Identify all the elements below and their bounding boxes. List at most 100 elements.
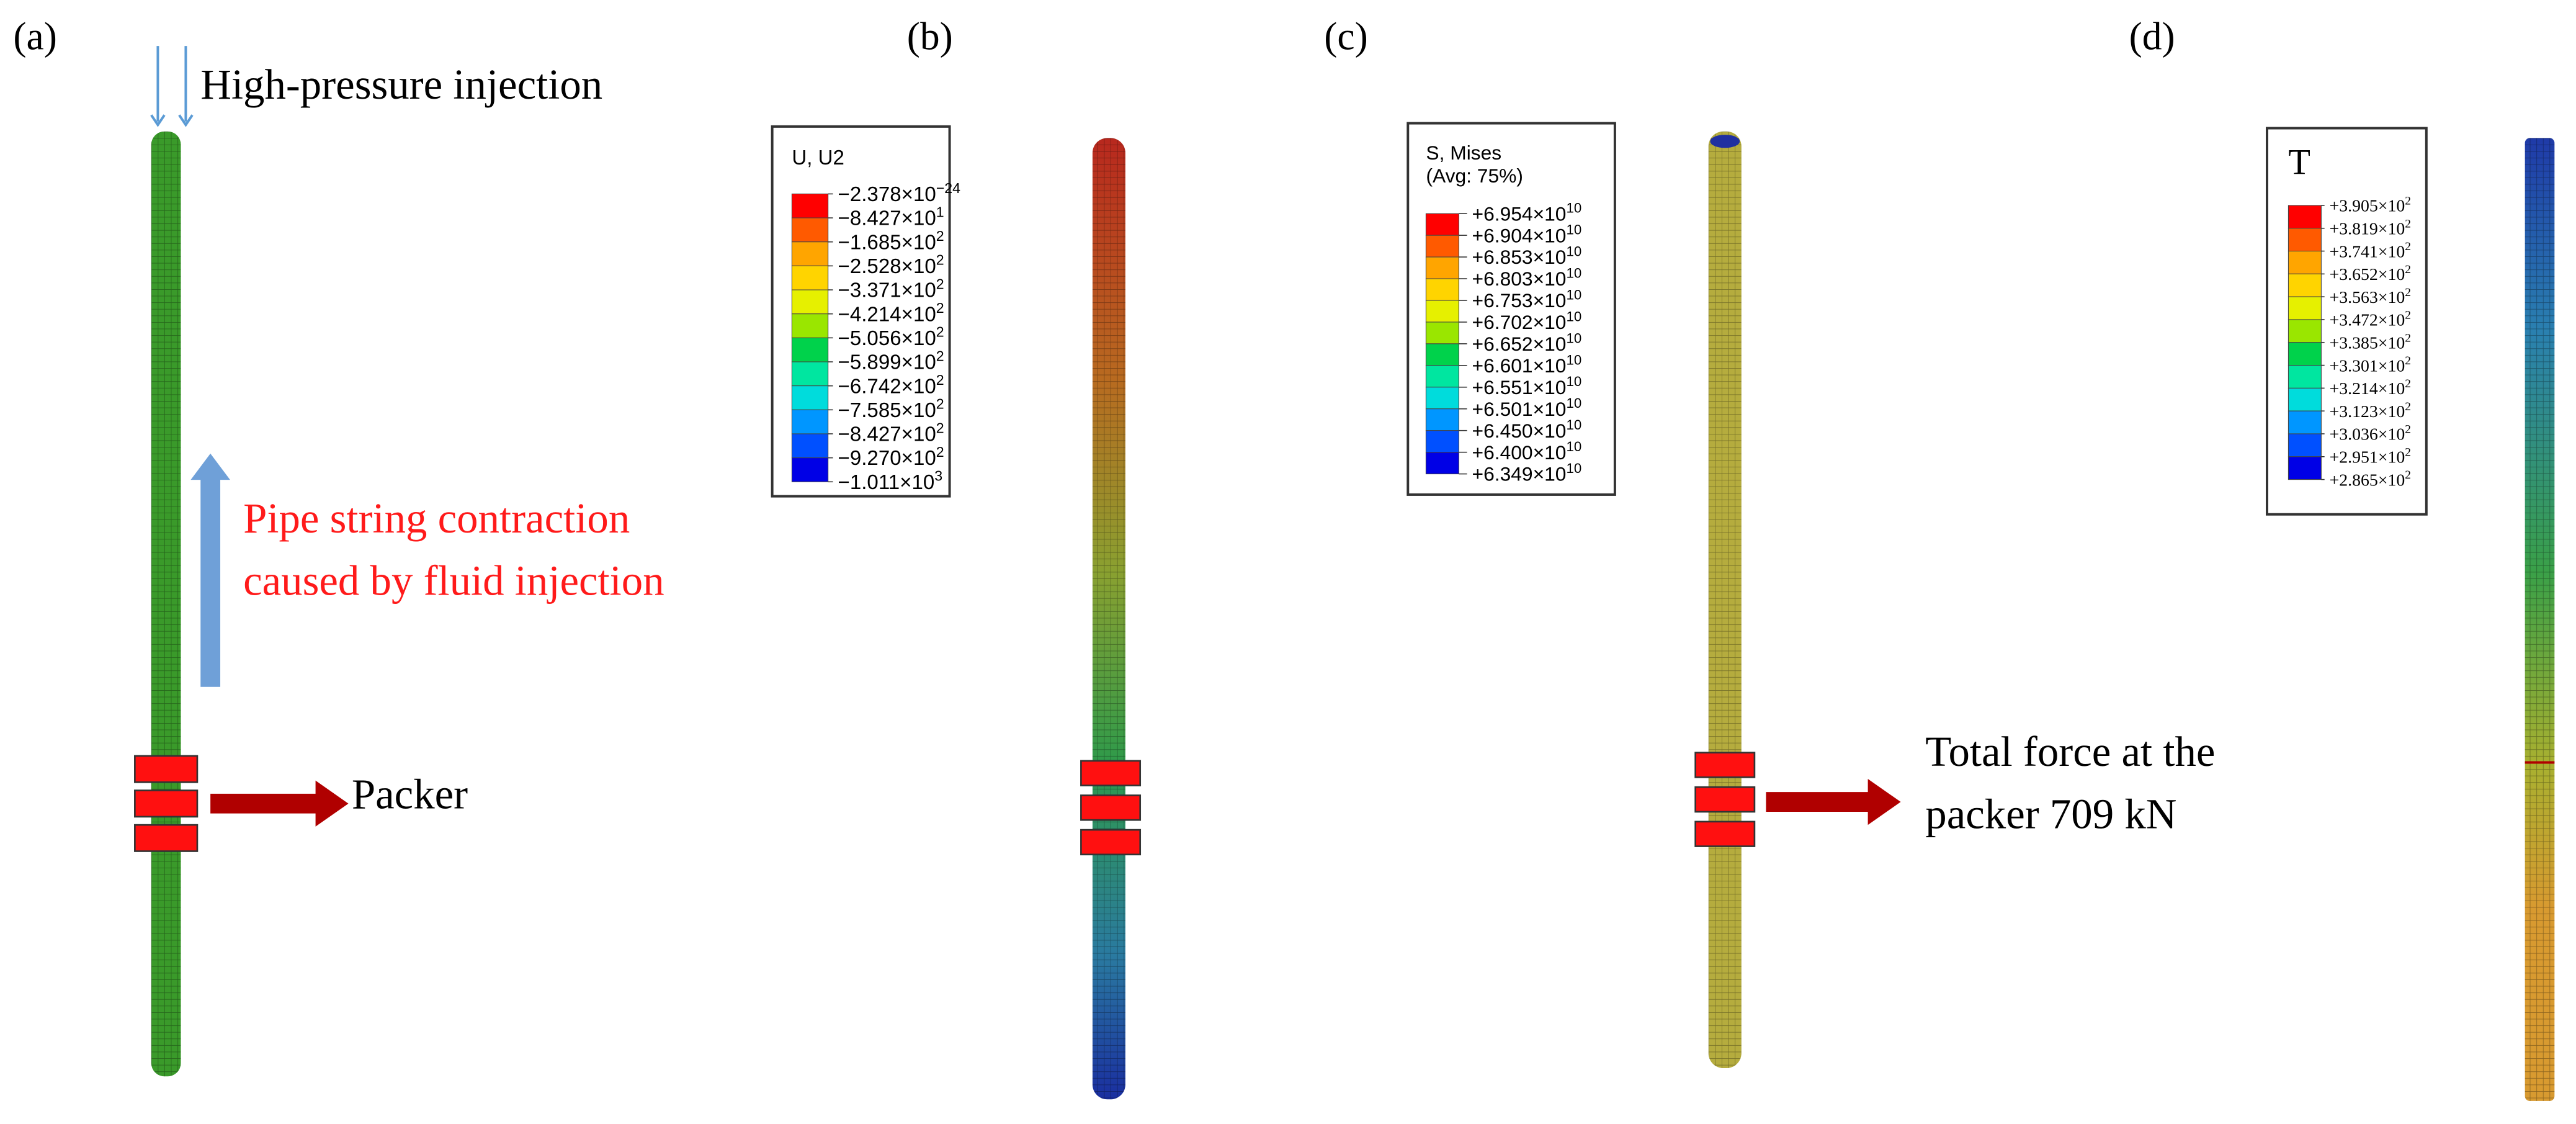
- legend-label-exponent: 2: [936, 324, 944, 340]
- legend-swatch: [2288, 433, 2322, 457]
- legend-label-exponent: −24: [936, 180, 960, 196]
- panel-b: [1080, 138, 1142, 1100]
- panel-label: (d): [2129, 14, 2175, 58]
- legend-label-exponent: 2: [2405, 286, 2411, 299]
- legend-swatch: [2288, 387, 2322, 411]
- legend-swatch: [791, 265, 829, 290]
- legend-swatch: [791, 361, 829, 387]
- panel-a: High-pressure injection Pipe string cont…: [134, 46, 664, 1077]
- legend-label-base: −2.528×10: [838, 255, 936, 278]
- legend-label-exponent: 2: [2405, 354, 2411, 367]
- pipe-mesh: [1092, 138, 1125, 1100]
- packer-ring: [1694, 752, 1756, 778]
- legend: T+3.905×102+3.819×102+3.741×102+3.652×10…: [2266, 127, 2428, 516]
- legend-label-base: +3.214×10: [2330, 379, 2405, 398]
- legend-swatch: [791, 457, 829, 482]
- legend-label: +6.954×1010: [1472, 200, 1582, 225]
- legend-label: +6.702×1010: [1472, 308, 1582, 333]
- legend-label: +3.819×102: [2330, 217, 2411, 238]
- packer-ring: [1080, 794, 1142, 821]
- legend-label-exponent: 2: [936, 420, 944, 436]
- legend-label-exponent: 2: [2405, 195, 2411, 208]
- legend-swatch: [1425, 430, 1459, 453]
- legend-label-base: +3.123×10: [2330, 402, 2405, 421]
- legend-label: +6.652×1010: [1472, 330, 1582, 355]
- legend-label-exponent: 2: [936, 372, 944, 388]
- legend-label-base: +6.652×10: [1472, 333, 1567, 355]
- legend-label-base: −1.685×10: [838, 231, 936, 254]
- legend-label: −1.685×102: [838, 228, 944, 254]
- legend-label-exponent: 2: [936, 228, 944, 244]
- packer-ring: [134, 755, 199, 783]
- legend-title: U, U2: [792, 146, 844, 169]
- packer-arrow: [210, 780, 349, 827]
- legend-swatch: [791, 385, 829, 410]
- packer-ring: [1080, 760, 1142, 786]
- legend-label: −3.371×102: [838, 276, 944, 302]
- legend-swatch: [1425, 278, 1459, 301]
- legend-label-exponent: 2: [2405, 423, 2411, 436]
- legend-label-exponent: 10: [1566, 439, 1581, 454]
- packer-ring: [1080, 829, 1142, 856]
- legend-label-exponent: 1: [936, 204, 944, 220]
- legend-label: +3.472×102: [2330, 309, 2411, 330]
- annotation: caused by fluid injection: [243, 557, 664, 604]
- legend-label-base: +3.652×10: [2330, 265, 2405, 284]
- packer-ring: [1694, 821, 1756, 847]
- legend-label-base: −8.427×10: [838, 423, 936, 446]
- legend-swatch: [2288, 273, 2322, 297]
- legend-label: +6.551×1010: [1472, 374, 1582, 398]
- legend-label: +3.214×102: [2330, 377, 2411, 398]
- legend-label-base: +6.753×10: [1472, 289, 1567, 312]
- packer-ring: [134, 789, 199, 818]
- legend: U, U2−2.378×10−24−8.427×101−1.685×102−2.…: [771, 125, 961, 498]
- legend-label: +6.853×1010: [1472, 244, 1582, 269]
- legend-label-base: −6.742×10: [838, 375, 936, 398]
- legend-label: −1.011×103: [838, 468, 943, 494]
- legend-label-base: +3.385×10: [2330, 334, 2405, 353]
- legend-swatch: [1425, 387, 1459, 410]
- legend-label: −2.378×10−24: [838, 180, 961, 206]
- pipe-mesh: [151, 131, 181, 1077]
- legend-label-exponent: 2: [2405, 240, 2411, 253]
- legend-label-exponent: 10: [1566, 374, 1581, 389]
- legend-label: +3.741×102: [2330, 240, 2411, 261]
- legend-swatch: [2288, 251, 2322, 274]
- legend-label: +6.450×1010: [1472, 417, 1582, 442]
- annotation: packer 709 kN: [1925, 790, 2176, 837]
- legend-swatch: [1425, 408, 1459, 431]
- legend-label-base: +6.349×10: [1472, 463, 1567, 485]
- legend-label: +6.501×1010: [1472, 395, 1582, 420]
- legend-label: +3.905×102: [2330, 195, 2411, 216]
- packer: [134, 755, 199, 852]
- legend-label-exponent: 10: [1566, 330, 1581, 346]
- legend-label: +6.400×1010: [1472, 439, 1582, 464]
- legend-swatch: [791, 217, 829, 243]
- legend-label-exponent: 3: [934, 468, 942, 484]
- legend-label-base: +3.741×10: [2330, 242, 2405, 261]
- legend-label: +3.123×102: [2330, 400, 2411, 421]
- legend-label-base: +6.954×10: [1472, 202, 1567, 225]
- legend: S, Mises(Avg: 75%)+6.954×1010+6.904×1010…: [1407, 122, 1616, 496]
- legend-label-exponent: 2: [936, 444, 944, 460]
- panel-d: [2525, 138, 2555, 1101]
- legend-label-base: +6.501×10: [1472, 398, 1567, 420]
- legend-label: +6.803×1010: [1472, 265, 1582, 290]
- legend-label-base: +6.551×10: [1472, 376, 1567, 398]
- legend-label: −4.214×102: [838, 300, 944, 326]
- legend-label-base: −5.899×10: [838, 351, 936, 374]
- legend-label-exponent: 2: [2405, 217, 2411, 230]
- panel-c: Total force at the packer 709 kN: [1694, 131, 2215, 1068]
- pipe-end: [1710, 135, 1740, 148]
- legend-swatch: [2288, 296, 2322, 320]
- legend-label-exponent: 2: [2405, 331, 2411, 344]
- contraction-arrow: [190, 453, 230, 687]
- legend-label-exponent: 10: [1566, 200, 1581, 216]
- legend-label-base: −7.585×10: [838, 399, 936, 422]
- legend-label-exponent: 2: [936, 348, 944, 364]
- legend-swatch: [2288, 410, 2322, 434]
- legend-label-base: +6.853×10: [1472, 246, 1567, 268]
- panel-label: (b): [907, 14, 953, 58]
- legend-label-exponent: 10: [1566, 265, 1581, 281]
